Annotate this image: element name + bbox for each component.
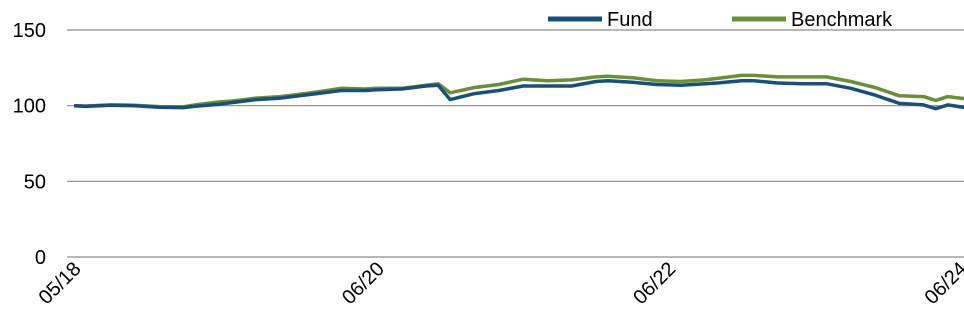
legend-label-benchmark: Benchmark [791, 9, 893, 31]
series-lines [73, 73, 964, 111]
x-tick-label-06-20: 06/20 [338, 258, 389, 309]
x-tick-label-06-24: 06/24 [921, 258, 964, 309]
x-axis-tick-labels: 05/18 06/20 06/22 06/24 [35, 258, 964, 309]
gridlines [67, 29, 964, 258]
series-line-fund [73, 78, 964, 111]
y-tick-label-0: 0 [35, 247, 46, 269]
y-axis-tick-labels: 0 50 100 150 [13, 20, 46, 269]
x-tick-label-06-22: 06/22 [629, 258, 680, 309]
y-tick-label-50: 50 [24, 171, 46, 193]
legend-label-fund: Fund [607, 9, 653, 31]
legend: Fund Benchmark [548, 9, 893, 31]
y-tick-label-150: 150 [13, 20, 46, 42]
series-line-benchmark [73, 73, 964, 109]
y-tick-label-100: 100 [13, 96, 46, 118]
